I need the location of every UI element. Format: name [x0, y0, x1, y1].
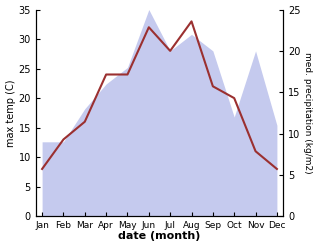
X-axis label: date (month): date (month): [118, 231, 201, 242]
Y-axis label: med. precipitation (kg/m2): med. precipitation (kg/m2): [303, 52, 313, 174]
Y-axis label: max temp (C): max temp (C): [5, 79, 16, 147]
